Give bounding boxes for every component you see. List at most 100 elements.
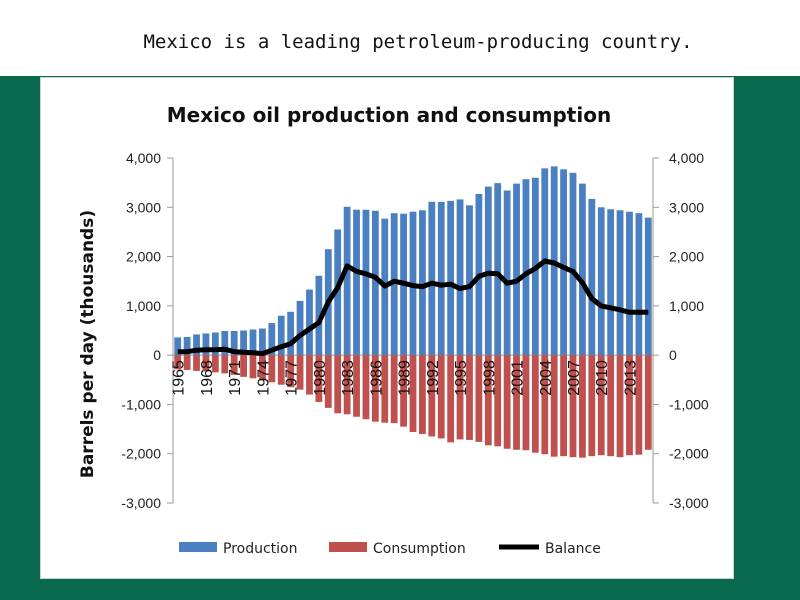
production-bar [296,300,304,356]
consumption-bar [626,355,633,456]
y2-tick-label: 2,000 [669,249,704,265]
y-tick-label: -2,000 [121,446,161,462]
y2-tick-label: 3,000 [669,199,704,215]
y-tick-label: 2,000 [126,249,161,265]
production-bar [635,213,643,356]
legend-label-production: Production [223,541,297,557]
production-bar [390,213,398,356]
legend-label-balance: Balance [545,541,601,557]
production-bar [277,315,285,356]
production-bar [456,199,464,356]
production-bar [249,329,257,356]
production-bar [428,201,436,356]
y-tick-label: -3,000 [121,495,161,511]
consumption-bar [484,355,492,446]
y-tick-label: 4,000 [126,150,161,166]
consumption-bar [277,355,285,385]
production-bar [494,183,502,356]
consumption-bar [249,355,257,379]
consumption-bar [503,355,511,449]
consumption-bar [541,355,549,455]
consumption-bar [437,355,445,439]
y-tick-label: 1,000 [126,298,161,314]
consumption-bar [635,355,643,455]
consumption-bar [315,355,323,402]
production-bar [626,211,633,356]
legend-label-consumption: Consumption [373,541,466,557]
balance-line-group [177,258,649,357]
production-bar [371,210,379,356]
x-tick-label: 1992 [425,360,442,396]
y2-tick-label: -2,000 [669,446,709,462]
consumption-bar [409,355,417,433]
production-bar [437,201,445,356]
x-tick-label: 1998 [481,360,498,396]
consumption-bar [616,355,624,458]
production-bar [569,172,577,356]
consumption-bar [644,355,652,450]
consumption-bar [334,355,342,414]
y2-tick-label: 1,000 [669,298,704,314]
consumption-bar [202,355,210,372]
consumption-bar [475,355,483,442]
consumption-bar [522,355,530,451]
production-bar [211,332,219,356]
legend-swatch-production [179,542,217,552]
legend: Production Consumption Balance [179,541,601,557]
production-bar [268,323,276,356]
x-tick-label: 1989 [397,360,414,396]
production-bar [221,330,229,356]
slide-title: Mexico is a leading petroleum-producing … [143,31,693,53]
consumption-bar [240,355,247,377]
y-tick-label: 3,000 [126,199,161,215]
production-bar [607,209,615,356]
consumption-bar [428,355,436,437]
x-tick-label: 1995 [453,360,470,396]
legend-swatch-consumption [329,542,367,552]
consumption-bar [296,355,304,390]
production-bar [287,311,295,356]
production-bar [597,207,605,356]
production-bar [616,210,624,356]
consumption-bar [390,355,398,424]
bars-group [174,166,652,458]
consumption-bar [513,355,520,450]
x-tick-label: 2013 [623,360,640,396]
x-tick-label: 1968 [199,360,216,396]
consumption-bar [343,355,351,415]
consumption-bar [371,355,379,422]
y2-tick-label: -1,000 [669,396,709,412]
production-bar [230,330,238,356]
consumption-bar [268,355,276,383]
consumption-bar [419,355,426,434]
production-bar [644,217,652,356]
x-tick-label: 2010 [594,360,611,396]
production-bar [315,275,323,356]
y2-tick-label: 4,000 [669,150,704,166]
consumption-bar [579,355,586,458]
y2-tick-label: -3,000 [669,495,709,511]
y2-tick-label: 0 [669,347,677,363]
production-bar [174,337,182,356]
consumption-bar [607,355,615,457]
production-bar [259,328,266,356]
production-bar [447,200,455,356]
production-bar [193,334,200,356]
production-bar [419,210,426,356]
x-tick-label: 1971 [227,360,244,396]
consumption-bar [494,355,502,447]
production-bar [353,209,360,356]
consumption-bar [588,355,596,457]
production-bar [513,183,520,356]
chart-svg: Mexico oil production and consumption Ba… [78,103,709,557]
consumption-bar [560,355,567,457]
production-bar [202,333,210,356]
consumption-bar [259,355,266,381]
consumption-bar [362,355,370,420]
consumption-bar [230,355,238,375]
consumption-bar [597,355,605,456]
consumption-bar [324,355,332,408]
production-bar [522,179,530,356]
consumption-bar [183,355,191,370]
production-bar [240,330,247,356]
